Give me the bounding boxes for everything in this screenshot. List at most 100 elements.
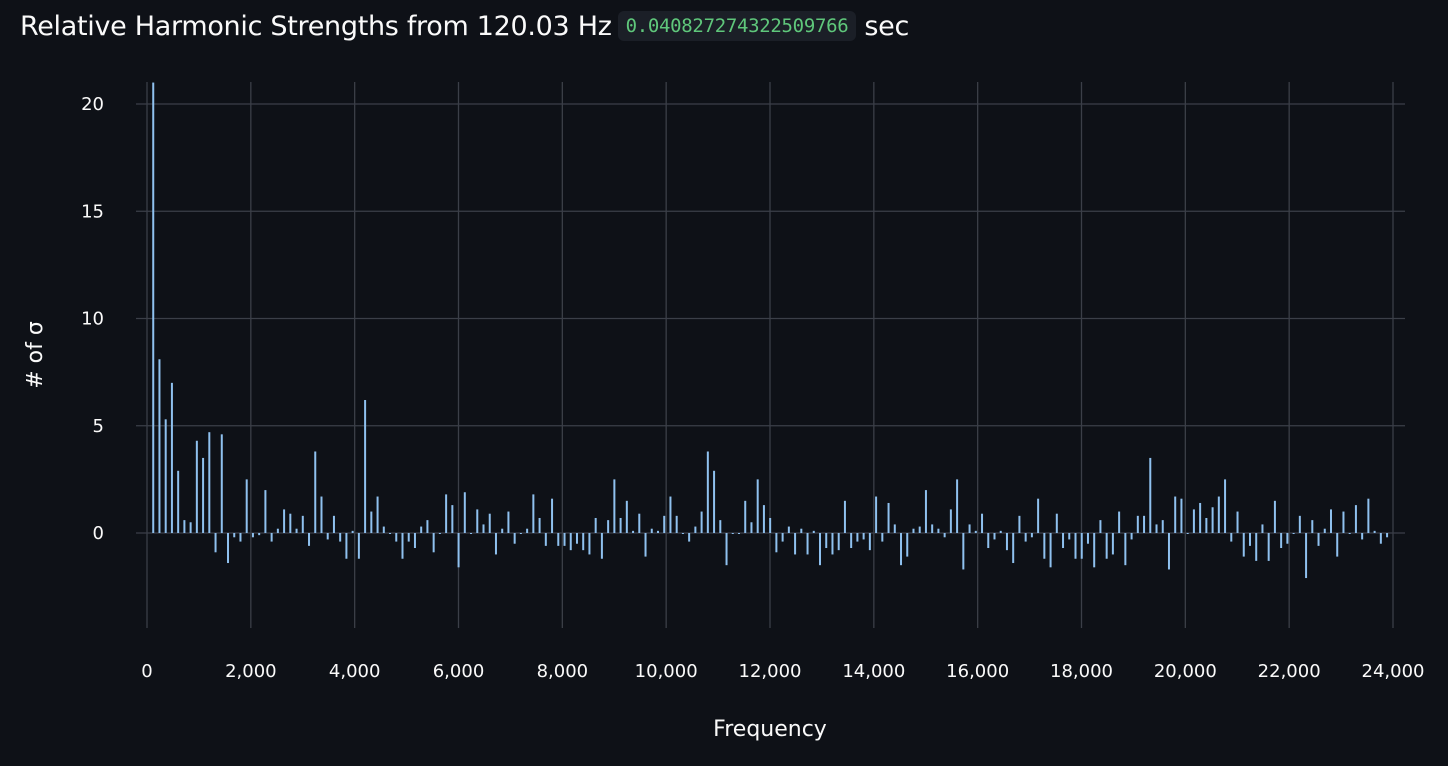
harmonic-bar: [831, 533, 834, 555]
harmonic-bar: [482, 524, 485, 533]
harmonic-bar: [438, 533, 441, 534]
harmonic-bar: [1217, 496, 1220, 533]
harmonic-bar: [856, 533, 859, 542]
x-tick-label: 22,000: [1258, 661, 1321, 682]
harmonic-bar: [320, 496, 323, 533]
harmonic-bar: [769, 517, 772, 533]
harmonic-bar: [1062, 533, 1065, 549]
harmonic-bar: [501, 528, 504, 533]
y-tick-label: 0: [93, 523, 104, 544]
harmonic-bar: [1099, 520, 1102, 533]
x-tick-label: 14,000: [842, 661, 905, 682]
harmonic-bar: [1354, 505, 1357, 533]
harmonic-bar: [868, 533, 871, 551]
harmonic-bar: [1186, 533, 1189, 534]
harmonic-bar: [1329, 509, 1332, 533]
y-tick-label: 10: [81, 309, 104, 330]
harmonic-bar: [1224, 479, 1227, 533]
harmonic-bar: [1055, 513, 1058, 533]
harmonic-bar: [264, 490, 267, 533]
harmonic-bar: [1242, 533, 1245, 557]
harmonic-bar: [812, 530, 815, 533]
harmonic-bar: [993, 533, 996, 540]
harmonic-bar: [519, 533, 522, 534]
harmonic-bar: [245, 479, 248, 533]
harmonic-bar: [470, 533, 473, 534]
harmonic-bar: [183, 520, 186, 533]
harmonic-bar: [1136, 515, 1139, 533]
harmonic-bar: [875, 496, 878, 533]
duration-unit: sec: [864, 10, 909, 42]
harmonic-bar: [1230, 533, 1233, 542]
x-tick-label: 8,000: [537, 661, 589, 682]
harmonic-bar: [987, 533, 990, 549]
harmonic-bar: [1211, 507, 1214, 533]
harmonic-bar: [937, 528, 940, 533]
harmonic-bar: [800, 528, 803, 533]
harmonic-bar: [737, 533, 740, 534]
harmonic-bar: [644, 533, 647, 557]
harmonic-bar: [507, 511, 510, 533]
harmonic-bar: [675, 515, 678, 533]
harmonic-bar: [1161, 520, 1164, 533]
harmonic-bar: [401, 533, 404, 559]
x-tick-label: 12,000: [739, 661, 802, 682]
harmonic-bar: [445, 494, 448, 533]
harmonic-bar: [177, 470, 180, 533]
harmonic-bar: [326, 533, 329, 540]
harmonic-bar: [850, 533, 853, 549]
harmonic-bar: [208, 432, 211, 533]
harmonic-bar: [750, 522, 753, 533]
harmonic-bar: [270, 533, 273, 542]
harmonic-bar: [351, 530, 354, 533]
harmonic-bar: [413, 533, 416, 549]
x-tick-label: 10,000: [635, 661, 698, 682]
harmonic-bar: [900, 533, 903, 566]
harmonic-bar: [189, 522, 192, 533]
harmonic-bar: [1280, 533, 1283, 549]
harmonic-bar: [1273, 500, 1276, 533]
harmonic-bar: [912, 528, 915, 533]
harmonic-bar: [1205, 517, 1208, 533]
harmonic-bar: [276, 528, 279, 533]
harmonic-bar: [1043, 533, 1046, 559]
harmonic-bar: [887, 502, 890, 533]
harmonic-bar: [638, 513, 641, 533]
harmonic-bar: [233, 533, 236, 538]
harmonic-bar: [1049, 533, 1052, 568]
harmonic-bar: [1012, 533, 1015, 564]
harmonic-bar: [1018, 515, 1021, 533]
harmonic-bar: [463, 492, 466, 533]
x-tick-label: 0: [141, 661, 152, 682]
x-tick-label: 24,000: [1362, 661, 1425, 682]
harmonic-bar: [457, 533, 460, 568]
harmonic-bar: [1037, 498, 1040, 533]
harmonic-bar: [1348, 533, 1351, 534]
harmonic-bar: [906, 533, 909, 557]
harmonic-bar: [918, 526, 921, 533]
harmonic-bar: [258, 533, 261, 536]
harmonic-bar: [1093, 533, 1096, 568]
harmonic-bar: [700, 511, 703, 533]
x-tick-label: 6,000: [433, 661, 485, 682]
harmonic-bar: [538, 517, 541, 533]
harmonic-bar: [881, 533, 884, 542]
harmonic-bar: [1317, 533, 1320, 546]
harmonic-bar: [943, 533, 946, 538]
harmonic-bar: [806, 533, 809, 555]
y-axis-title: # of σ: [23, 321, 48, 389]
harmonic-bar: [1030, 533, 1033, 538]
harmonic-bar: [575, 533, 578, 544]
harmonic-bar: [775, 533, 778, 553]
harmonic-bar: [251, 533, 254, 538]
harmonic-bar: [1199, 502, 1202, 533]
harmonic-bar: [563, 533, 566, 546]
harmonic-bar: [663, 515, 666, 533]
harmonic-bar: [893, 524, 896, 533]
harmonic-bar: [1286, 533, 1289, 544]
harmonic-bar: [1323, 528, 1326, 533]
harmonic-bar: [1361, 533, 1364, 540]
harmonic-bar: [227, 533, 230, 564]
harmonic-bar: [1024, 533, 1027, 542]
